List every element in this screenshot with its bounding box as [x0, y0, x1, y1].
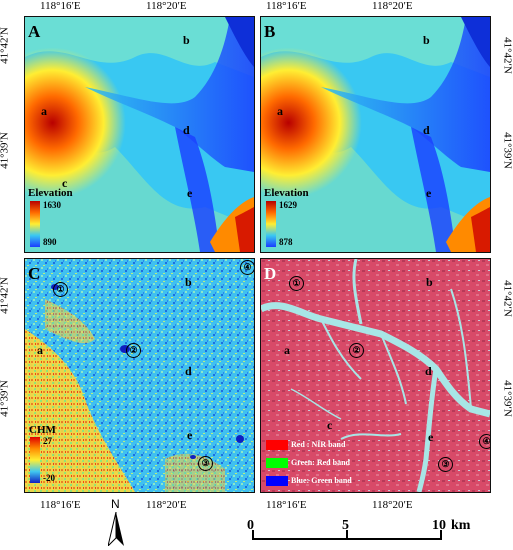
- site-label-b: b: [423, 33, 430, 47]
- lat-label-left-2: 41°39′N: [0, 132, 11, 169]
- chm-map: [25, 259, 254, 492]
- lon-label-bottom-1: 118°16′E: [40, 499, 81, 511]
- red-swatch: [266, 440, 288, 451]
- lat-label-left-3: 41°42′N: [0, 277, 11, 314]
- panel-label-a: A: [28, 22, 41, 41]
- lon-label-bottom-2: 118°20′E: [146, 499, 187, 511]
- rgb-legend-green-label: Green: Red band: [291, 458, 350, 467]
- scalebar-unit: km: [451, 518, 471, 533]
- rgb-legend-red-label: Red : NIR band: [291, 440, 346, 449]
- scalebar-line: [252, 538, 442, 540]
- site-label-c: c: [62, 176, 68, 190]
- elevation-max-value: 1630: [43, 200, 61, 210]
- panel-a-elevation-map: A a b c d e Elevation 1630 890: [24, 16, 255, 253]
- scalebar: [250, 520, 450, 540]
- scalebar-label-5: 5: [342, 518, 349, 533]
- elevation-min-value: 890: [43, 237, 57, 247]
- panel-label-d: D: [264, 264, 277, 283]
- scalebar-label-0: 0: [247, 518, 254, 533]
- panel-c-chm-map: C ① ② ③ ④ a b d e CHM 27 -20: [24, 258, 255, 493]
- rgb-legend-blue: Blue: Green band: [266, 475, 352, 487]
- chm-colorbar: [30, 437, 40, 483]
- site-label-b: b: [426, 275, 433, 289]
- lat-label-right-4: 41°39′N: [501, 380, 513, 417]
- plot-marker-2: ②: [126, 343, 141, 358]
- rgb-legend-blue-label: Blue: Green band: [291, 476, 352, 485]
- plot-marker-3: ③: [438, 457, 453, 472]
- panel-d-false-color-image: D ① ② ③ ④ a b c d e Red : NIR band Green…: [260, 258, 491, 493]
- rgb-legend-red: Red : NIR band: [266, 439, 345, 451]
- lat-label-right-3: 41°42′N: [501, 280, 513, 317]
- plot-marker-1: ①: [289, 276, 304, 291]
- site-label-d: d: [425, 364, 432, 378]
- blue-swatch: [266, 476, 288, 487]
- lon-label-bottom-4: 118°20′E: [372, 499, 413, 511]
- chm-legend-title: CHM: [29, 424, 56, 436]
- panel-label-b: B: [264, 22, 276, 41]
- elevation-max-value: 1629: [279, 200, 297, 210]
- north-arrow-icon: [108, 512, 124, 546]
- site-label-d: d: [185, 364, 192, 378]
- scalebar-label-10: 10: [432, 518, 446, 533]
- elevation-map-b: [261, 17, 490, 252]
- lat-label-right-2: 41°39′N: [501, 132, 513, 169]
- false-color-image: [261, 259, 490, 492]
- site-label-a: a: [284, 343, 290, 357]
- lat-label-right-1: 41°42′N: [501, 37, 513, 74]
- elevation-colorbar: [266, 201, 276, 247]
- lon-label-top-2: 118°20′E: [146, 0, 187, 12]
- panel-b-elevation-map: B a b d e Elevation 1629 878: [260, 16, 491, 253]
- panel-label-c: C: [28, 264, 41, 283]
- elevation-legend-title: Elevation: [28, 187, 73, 199]
- lon-label-top-3: 118°16′E: [266, 0, 307, 12]
- chm-max-value: 27: [43, 436, 52, 446]
- site-label-e: e: [187, 186, 193, 200]
- rgb-legend-green: Green: Red band: [266, 457, 350, 469]
- site-label-a: a: [41, 104, 47, 118]
- scalebar-tick-0: [252, 530, 254, 538]
- plot-marker-3: ③: [198, 456, 213, 471]
- lon-label-bottom-3: 118°16′E: [266, 499, 307, 511]
- elevation-map-a: [25, 17, 254, 252]
- elevation-min-value: 878: [279, 237, 293, 247]
- site-label-a: a: [37, 343, 43, 357]
- site-label-e: e: [426, 186, 432, 200]
- chm-min-value: -20: [43, 473, 55, 483]
- lat-label-left-4: 41°39′N: [0, 380, 11, 417]
- elevation-legend-title: Elevation: [264, 187, 309, 199]
- elevation-colorbar: [30, 201, 40, 247]
- site-label-b: b: [185, 275, 192, 289]
- lat-label-left-1: 41°42′N: [0, 27, 11, 64]
- plot-marker-2: ②: [349, 343, 364, 358]
- plot-marker-4: ④: [240, 260, 254, 275]
- site-label-c: c: [327, 418, 333, 432]
- site-label-e: e: [187, 428, 193, 442]
- lon-label-top-1: 118°16′E: [40, 0, 81, 12]
- site-label-e: e: [428, 430, 434, 444]
- plot-marker-1: ①: [53, 282, 68, 297]
- north-label: N: [111, 497, 120, 511]
- site-label-d: d: [183, 123, 190, 137]
- site-label-b: b: [183, 33, 190, 47]
- green-swatch: [266, 458, 288, 469]
- scalebar-tick-5: [346, 530, 348, 538]
- site-label-a: a: [277, 104, 283, 118]
- plot-marker-4: ④: [479, 434, 490, 449]
- lon-label-top-4: 118°20′E: [372, 0, 413, 12]
- scalebar-tick-10: [440, 530, 442, 538]
- site-label-d: d: [423, 123, 430, 137]
